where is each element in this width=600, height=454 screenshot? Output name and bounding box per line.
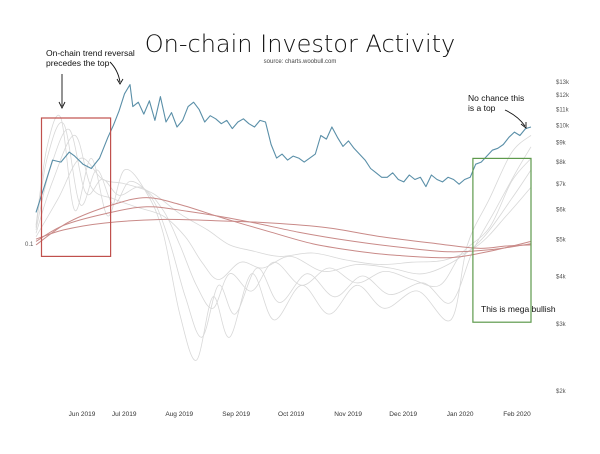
- arrow-shaft: [109, 61, 121, 83]
- chart-title: On-chain Investor Activity: [145, 30, 456, 58]
- y-tick-label: $8k: [556, 160, 567, 166]
- annotation-line: On-chain trend reversal: [46, 48, 135, 58]
- left-axis-label: 0.1: [25, 242, 34, 248]
- annotation-no-top: No chance this is a top: [468, 93, 527, 113]
- oscillator-line-red: [35, 197, 532, 259]
- x-tick-label: Jan 2020: [447, 411, 474, 418]
- highlight-box: [472, 157, 532, 323]
- x-tick-label: Jun 2019: [69, 411, 96, 418]
- chart-subtitle: source: charts.woobull.com: [264, 59, 337, 65]
- y-tick-label: $5k: [556, 238, 567, 244]
- y-tick-label: $3k: [556, 322, 567, 328]
- arrow-head: [58, 101, 66, 110]
- highlight-box: [40, 117, 112, 257]
- y-tick-label: $7k: [556, 182, 567, 188]
- annotation-line: This is mega bullish: [481, 304, 556, 314]
- y-axis-ticks: $13k $12k $11k $10k $9k $8k $7k $6k $5k $4k $3k $2k: [556, 80, 570, 395]
- x-tick-label: Sep 2019: [222, 411, 250, 418]
- x-tick-label: Feb 2020: [503, 411, 531, 418]
- annotations: On-chain trend reversal precedes the top…: [46, 48, 556, 314]
- annotation-trend-reversal: On-chain trend reversal precedes the top: [46, 48, 137, 68]
- x-tick-label: Dec 2019: [389, 411, 417, 418]
- x-axis-ticks: Jun 2019 Jul 2019 Aug 2019 Sep 2019 Oct 2019…: [69, 411, 531, 418]
- annotation-mega-bullish: This is mega bullish: [481, 304, 556, 314]
- x-tick-label: Nov 2019: [334, 411, 362, 418]
- oscillator-series: [35, 115, 532, 361]
- oscillator-line-gray: [35, 121, 532, 338]
- price-series: [35, 84, 532, 213]
- x-tick-label: Jul 2019: [112, 411, 137, 418]
- y-tick-label: $13k: [556, 80, 570, 86]
- highlight-boxes: [40, 117, 532, 323]
- y-tick-label: $10k: [556, 123, 570, 129]
- oscillator-line-red: [35, 218, 532, 249]
- oscillator-line-red: [35, 206, 532, 253]
- x-tick-label: Aug 2019: [165, 411, 193, 418]
- annotation-line: No chance this: [468, 93, 524, 103]
- arrow-head: [116, 78, 124, 85]
- y-tick-label: $9k: [556, 141, 567, 147]
- y-tick-label: $11k: [556, 108, 570, 114]
- y-tick-label: $2k: [556, 389, 567, 395]
- arrow-shaft: [504, 109, 526, 127]
- x-tick-label: Oct 2019: [278, 411, 305, 418]
- annotation-line: precedes the top: [46, 58, 110, 68]
- oscillator-line-gray: [35, 134, 532, 280]
- oscillator-line-gray: [35, 115, 532, 361]
- y-tick-label: $6k: [556, 208, 567, 214]
- y-tick-label: $12k: [556, 93, 570, 99]
- y-tick-label: $4k: [556, 275, 567, 281]
- oscillator-line-gray: [35, 129, 532, 309]
- annotation-line: is a top: [468, 103, 496, 113]
- price-line: [35, 84, 532, 213]
- arrow-head: [520, 122, 527, 129]
